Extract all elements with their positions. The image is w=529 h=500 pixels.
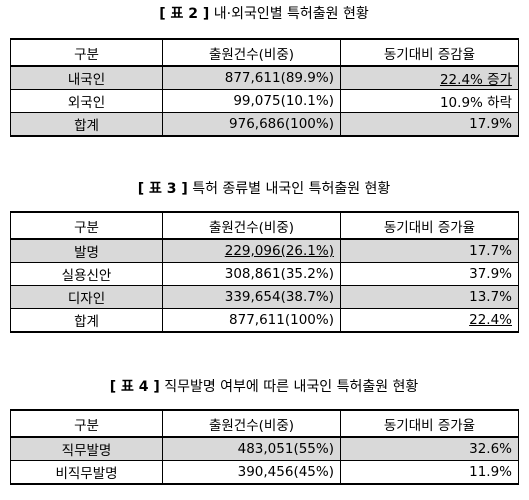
table4: 구분 출원건수(비중) 동기대비 증가율 직무발명 483,051(55%) 3…: [10, 409, 519, 485]
row-rate: 11.9%: [340, 460, 519, 485]
row-label: 외국인: [10, 89, 163, 113]
row-count: 483,051(55%): [162, 436, 341, 461]
row-count: 976,686(100%): [162, 112, 341, 137]
row-rate: 37.9%: [340, 262, 519, 286]
table-row: 내국인 877,611(89.9%) 22.4% 증가: [10, 65, 519, 90]
header-rate: 동기대비 증감율: [340, 38, 519, 67]
table3-title-prefix: [ 표 3 ]: [137, 181, 188, 197]
row-rate: 32.6%: [340, 436, 519, 461]
row-label: 실용신안: [10, 262, 163, 286]
row-count: 339,654(38.7%): [162, 285, 341, 309]
table-header-row: 구분 출원건수(비중) 동기대비 증가율: [10, 409, 519, 438]
table-header-row: 구분 출원건수(비중) 동기대비 증가율: [10, 211, 519, 240]
table4-title: [ 표 4 ] 직무발명 여부에 따른 내국인 특허출원 현황: [10, 377, 518, 397]
table2: 구분 출원건수(비중) 동기대비 증감율 내국인 877,611(89.9%) …: [10, 38, 519, 137]
table2-title-prefix: [ 표 2 ]: [159, 6, 210, 22]
row-label: 직무발명: [10, 436, 163, 461]
table2-title: [ 표 2 ] 내·외국인별 특허출원 현황: [10, 4, 518, 24]
table-row: 외국인 99,075(10.1%) 10.9% 하락: [10, 89, 519, 113]
row-label: 발명: [10, 238, 163, 263]
row-label: 디자인: [10, 285, 163, 309]
row-label: 내국인: [10, 65, 163, 90]
row-count: 877,611(89.9%): [162, 65, 341, 90]
table4-section: [ 표 4 ] 직무발명 여부에 따른 내국인 특허출원 현황 구분 출원건수(…: [10, 377, 519, 485]
table-row: 발명 229,096(26.1%) 17.7%: [10, 238, 519, 263]
row-label: 합계: [10, 308, 163, 333]
row-rate: 13.7%: [340, 285, 519, 309]
table4-title-text: 직무발명 여부에 따른 내국인 특허출원 현황: [164, 379, 419, 395]
row-count: 308,861(35.2%): [162, 262, 341, 286]
table-row: 합계 877,611(100%) 22.4%: [10, 308, 519, 333]
row-count: 390,456(45%): [162, 460, 341, 485]
table3-title: [ 표 3 ] 특허 종류별 내국인 특허출원 현황: [10, 179, 518, 199]
header-count: 출원건수(비중): [162, 211, 341, 240]
header-rate: 동기대비 증가율: [340, 211, 519, 240]
table-row: 실용신안 308,861(35.2%) 37.9%: [10, 262, 519, 286]
table3: 구분 출원건수(비중) 동기대비 증가율 발명 229,096(26.1%) 1…: [10, 211, 519, 333]
row-label: 합계: [10, 112, 163, 137]
row-count: 877,611(100%): [162, 308, 341, 333]
row-rate: 22.4%: [340, 308, 519, 333]
table-row: 디자인 339,654(38.7%) 13.7%: [10, 285, 519, 309]
row-rate: 17.9%: [340, 112, 519, 137]
row-rate: 17.7%: [340, 238, 519, 263]
row-count: 229,096(26.1%): [162, 238, 341, 263]
table3-section: [ 표 3 ] 특허 종류별 내국인 특허출원 현황 구분 출원건수(비중) 동…: [10, 179, 519, 333]
row-rate: 22.4% 증가: [340, 65, 519, 90]
header-rate: 동기대비 증가율: [340, 409, 519, 438]
header-category: 구분: [10, 211, 163, 240]
table2-title-text: 내·외국인별 특허출원 현황: [213, 6, 369, 22]
row-rate: 10.9% 하락: [340, 89, 519, 113]
row-count: 99,075(10.1%): [162, 89, 341, 113]
header-count: 출원건수(비중): [162, 409, 341, 438]
row-label: 비직무발명: [10, 460, 163, 485]
header-count: 출원건수(비중): [162, 38, 341, 67]
table4-title-prefix: [ 표 4 ]: [109, 379, 160, 395]
table-row: 합계 976,686(100%) 17.9%: [10, 112, 519, 137]
table3-title-text: 특허 종류별 내국인 특허출원 현황: [192, 181, 391, 197]
table-header-row: 구분 출원건수(비중) 동기대비 증감율: [10, 38, 519, 67]
header-category: 구분: [10, 38, 163, 67]
table-row: 비직무발명 390,456(45%) 11.9%: [10, 460, 519, 485]
table2-section: [ 표 2 ] 내·외국인별 특허출원 현황 구분 출원건수(비중) 동기대비 …: [10, 4, 519, 137]
header-category: 구분: [10, 409, 163, 438]
table-row: 직무발명 483,051(55%) 32.6%: [10, 436, 519, 461]
